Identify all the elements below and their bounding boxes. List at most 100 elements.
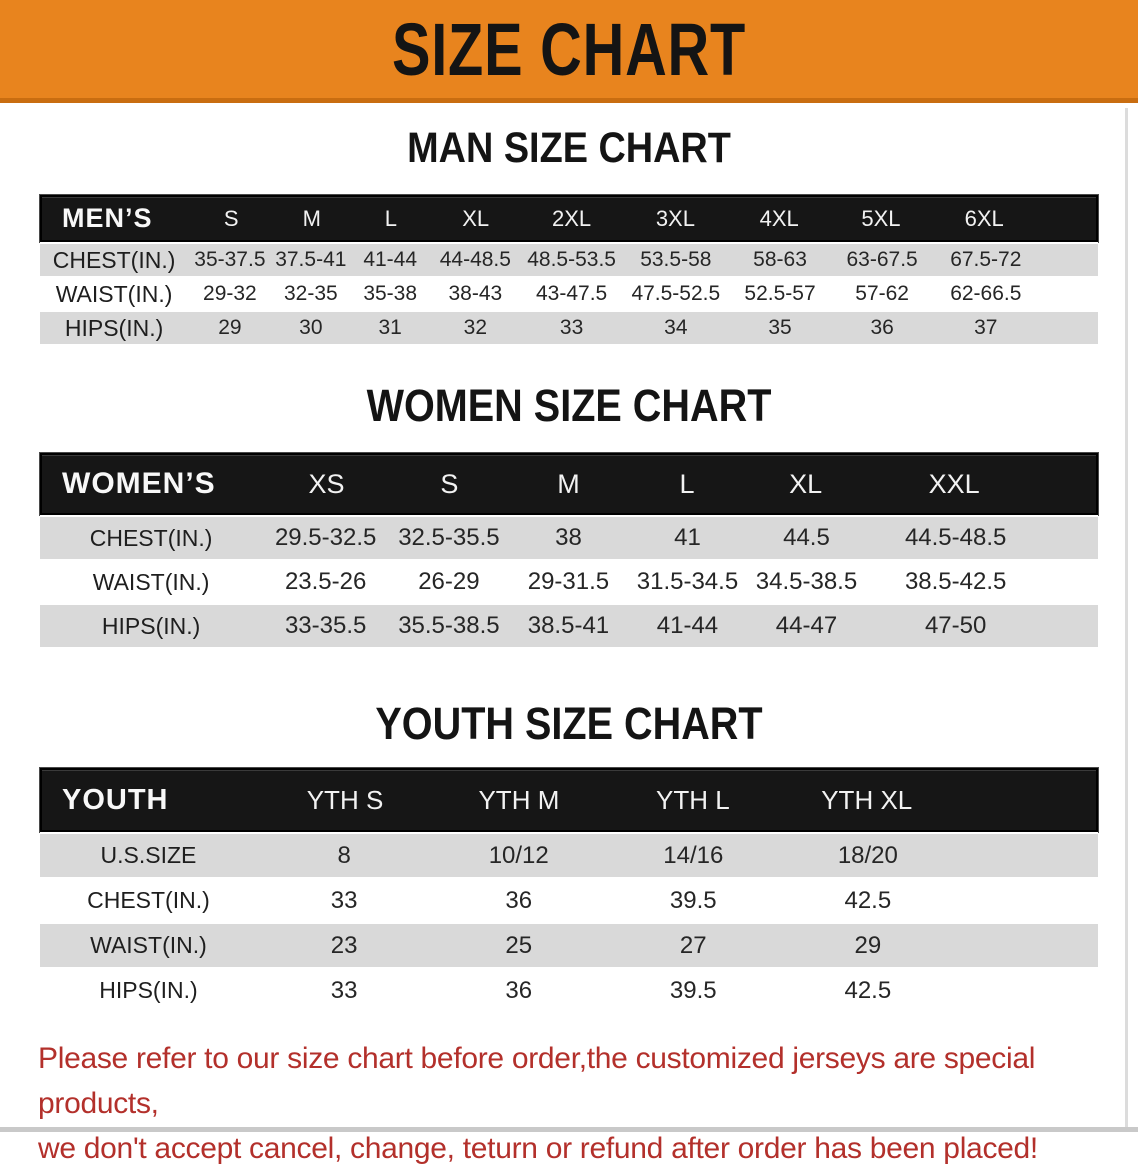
measurement-label: WAIST(IN.) — [92, 568, 210, 595]
size-value-cell: 57-62 — [855, 282, 909, 305]
size-value-cell: 41 — [674, 524, 701, 551]
size-value-cell: 67.5-72 — [950, 248, 1022, 271]
size-column-header: 3XL — [655, 205, 695, 231]
trailing-spacer-cell — [1037, 197, 1096, 240]
womens-size-table: WOMEN’S XS S M L XL XXL CHEST(IN.) 29.5-32.5 32.5… — [40, 453, 1098, 647]
measurement-label: WAIST(IN.) — [90, 932, 207, 958]
size-column-header: YTH S — [306, 784, 384, 815]
table-header-row: WOMEN’S XS S M L XL XXL — [40, 453, 1098, 515]
size-column-header: XL — [789, 468, 823, 499]
size-value-cell: 44.5-48.5 — [904, 524, 1007, 551]
trailing-spacer-cell — [1039, 278, 1098, 310]
size-column-header: XL — [462, 205, 490, 231]
size-value-cell: 47.5-52.5 — [631, 282, 721, 305]
size-value-cell: 35-37.5 — [194, 248, 266, 271]
size-value-cell: 31 — [378, 316, 402, 339]
trailing-spacer-cell — [1039, 244, 1098, 276]
men-section-heading: MAN SIZE CHART — [407, 124, 731, 172]
table-row: CHEST(IN.) 33 36 39.5 42.5 — [40, 877, 1098, 922]
size-value-cell: 44.5 — [783, 524, 830, 551]
measurement-label: HIPS(IN.) — [99, 977, 198, 1003]
footer-disclaimer: Please refer to our size chart before or… — [38, 1036, 1118, 1171]
size-value-cell: 29-32 — [203, 282, 257, 305]
table-header-row: MEN’S S M L XL 2XL 3XL 4XL 5XL 6XL — [40, 195, 1098, 242]
table-row: WAIST(IN.) 29-32 32-35 35-38 38-43 43-47.5 47.… — [40, 276, 1098, 310]
size-value-cell: 38.5-42.5 — [904, 568, 1007, 595]
size-value-cell: 25 — [505, 931, 533, 959]
size-column-header: S — [223, 205, 239, 231]
table-header-label: YOUTH — [62, 783, 169, 816]
size-column-header: M — [302, 205, 321, 231]
size-value-cell: 36 — [505, 886, 533, 914]
size-value-cell: 32-35 — [283, 282, 338, 305]
size-column-header: YTH XL — [821, 784, 913, 815]
size-column-header: YTH M — [478, 784, 560, 815]
table-row: HIPS(IN.) 33 36 39.5 42.5 — [40, 967, 1098, 1012]
table-row: U.S.SIZE 8 10/12 14/16 18/20 — [40, 832, 1098, 877]
size-column-header: L — [679, 468, 695, 499]
table-header-label: WOMEN’S — [62, 467, 216, 500]
measurement-label: CHEST(IN.) — [89, 524, 213, 551]
size-value-cell: 23.5-26 — [284, 568, 367, 595]
size-value-cell: 33 — [330, 976, 358, 1004]
trailing-spacer-cell — [955, 879, 1098, 922]
size-value-cell: 29.5-32.5 — [274, 524, 377, 551]
size-value-cell: 53.5-58 — [640, 248, 712, 271]
table-header-row: YOUTH YTH S YTH M YTH L YTH XL — [40, 768, 1098, 832]
size-value-cell: 48.5-53.5 — [527, 248, 616, 271]
disclaimer-line-2: we don't accept cancel, change, teturn o… — [38, 1132, 1038, 1165]
size-value-cell: 26-29 — [418, 568, 480, 595]
table-row: HIPS(IN.) 33-35.5 35.5-38.5 38.5-41 41-44 44-… — [40, 603, 1098, 647]
size-chart-banner: SIZE CHART — [0, 0, 1138, 103]
size-column-header: M — [557, 468, 580, 499]
size-value-cell: 63-67.5 — [846, 248, 918, 271]
size-column-header: 4XL — [759, 205, 799, 231]
size-value-cell: 35 — [768, 316, 792, 339]
size-value-cell: 29-31.5 — [527, 568, 610, 595]
size-value-cell: 29 — [854, 931, 882, 959]
banner-title: SIZE CHART — [391, 7, 747, 91]
disclaimer-line-1: Please refer to our size chart before or… — [38, 1042, 1036, 1120]
size-value-cell: 41-44 — [363, 248, 418, 271]
trailing-spacer-cell — [1043, 455, 1096, 513]
size-value-cell: 14/16 — [663, 841, 724, 869]
trailing-spacer-cell — [954, 770, 1096, 830]
size-value-cell: 36 — [505, 976, 533, 1004]
measurement-label: HIPS(IN.) — [64, 314, 164, 341]
size-value-cell: 62-66.5 — [950, 282, 1022, 305]
table-row: WAIST(IN.) 23.5-26 26-29 29-31.5 31.5-34.5 34… — [40, 559, 1098, 603]
size-value-cell: 37.5-41 — [275, 248, 347, 271]
size-column-header: S — [440, 468, 459, 499]
size-value-cell: 10/12 — [488, 841, 549, 869]
trailing-spacer-cell — [1045, 517, 1098, 559]
size-value-cell: 42.5 — [844, 976, 892, 1004]
youth-section-heading: YOUTH SIZE CHART — [375, 698, 763, 749]
size-value-cell: 23 — [330, 931, 358, 959]
size-value-cell: 27 — [679, 931, 707, 959]
size-value-cell: 8 — [337, 841, 351, 869]
size-value-cell: 35.5-38.5 — [398, 612, 500, 639]
size-value-cell: 43-47.5 — [535, 282, 608, 305]
size-value-cell: 33 — [559, 316, 584, 339]
measurement-label: U.S.SIZE — [100, 842, 197, 868]
size-value-cell: 44-47 — [775, 612, 838, 639]
trailing-spacer-cell — [955, 969, 1098, 1012]
size-column-header: XS — [308, 468, 345, 499]
page-edge-bottom — [0, 1127, 1138, 1132]
size-value-cell: 18/20 — [837, 841, 898, 869]
size-column-header: YTH L — [655, 784, 730, 815]
size-column-header: 5XL — [861, 205, 901, 231]
size-value-cell: 52.5-57 — [744, 282, 816, 305]
size-value-cell: 39.5 — [669, 976, 717, 1004]
size-value-cell: 29 — [218, 316, 242, 339]
size-value-cell: 33 — [330, 886, 358, 914]
size-column-header: XXL — [928, 468, 980, 499]
size-value-cell: 31.5-34.5 — [636, 568, 739, 595]
trailing-spacer-cell — [955, 924, 1098, 967]
table-row: CHEST(IN.) 29.5-32.5 32.5-35.5 38 41 44.5 44.5… — [40, 515, 1098, 559]
size-value-cell: 42.5 — [844, 886, 892, 914]
table-row: HIPS(IN.) 29 30 31 32 33 34 35 36 37 — [40, 310, 1098, 344]
size-value-cell: 35-38 — [363, 282, 418, 305]
youth-size-table: YOUTH YTH S YTH M YTH L YTH XL U.S.SIZE 8 10/12… — [40, 768, 1098, 1012]
size-value-cell: 33-35.5 — [284, 612, 367, 639]
